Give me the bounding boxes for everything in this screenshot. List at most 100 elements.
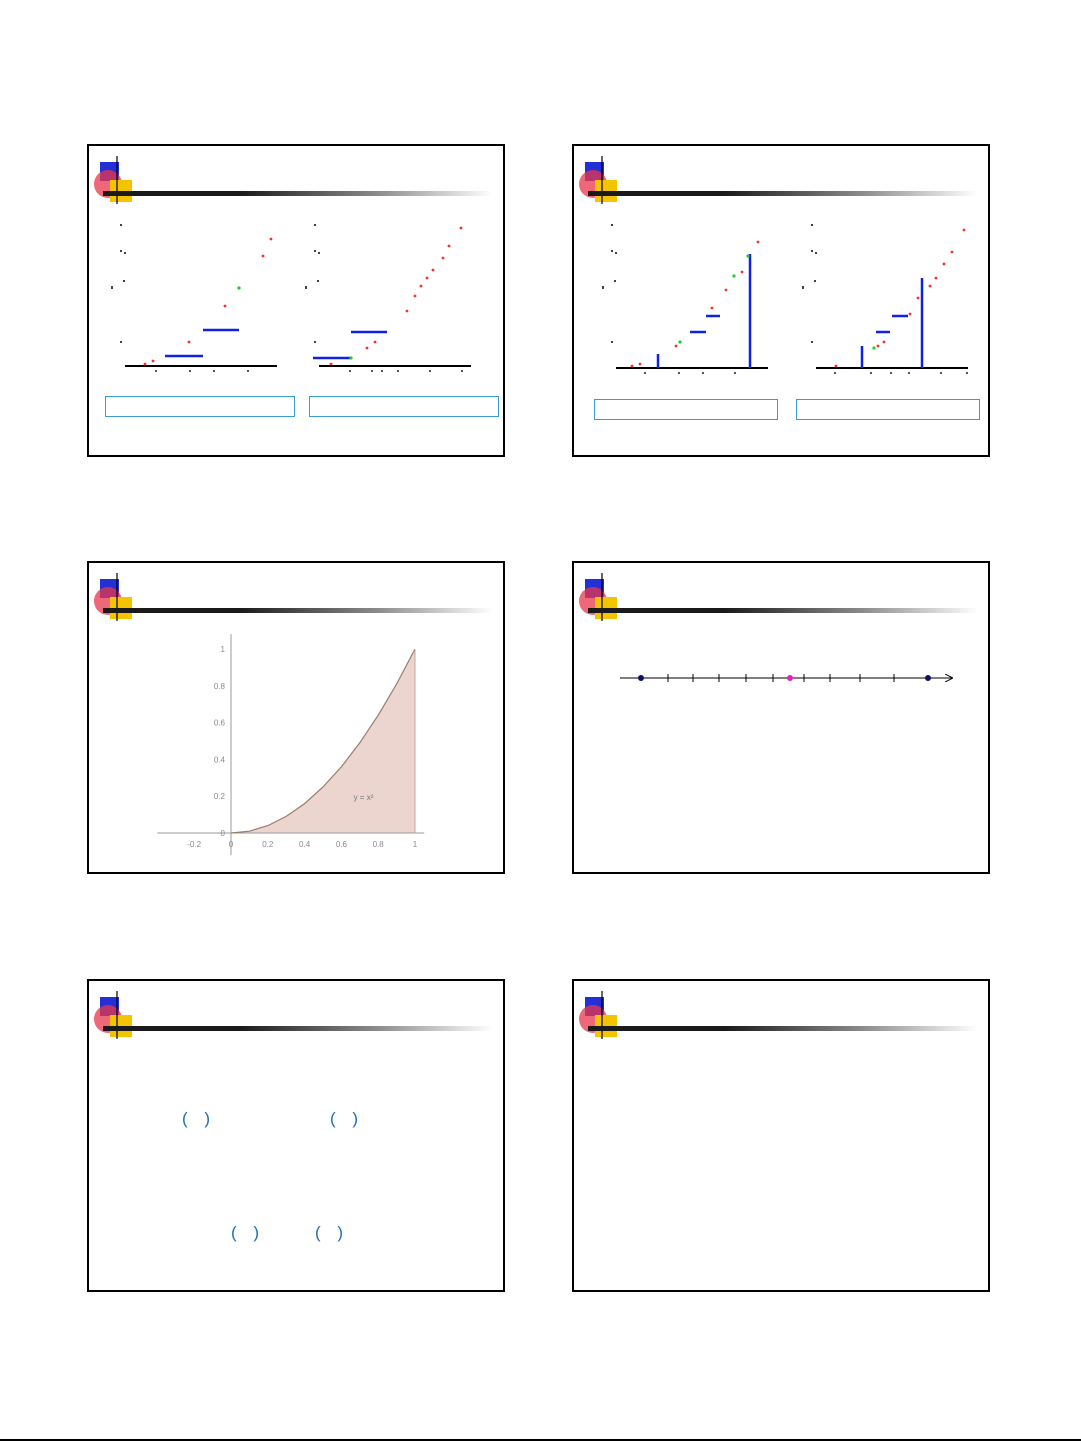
axis-mark — [611, 250, 613, 252]
y-tick-label: 0.8 — [214, 682, 226, 691]
green-point — [746, 254, 750, 258]
area-chart: -0.2 0 0.2 0.4 0.6 0.8 1 0 0.2 0.4 0.6 0.8 1 y = x² — [157, 634, 425, 856]
title-rule — [588, 191, 978, 196]
red-point — [740, 270, 744, 274]
paren-group-3: ( ) — [231, 1223, 266, 1242]
paren-group-1: ( ) — [182, 1109, 217, 1128]
green-point — [732, 274, 736, 278]
axis-mark — [814, 280, 816, 282]
caption-box-left — [594, 399, 778, 420]
red-point — [834, 364, 838, 368]
x-tick-mark — [870, 372, 872, 374]
axis-mark — [611, 224, 613, 226]
axis-mark — [614, 280, 616, 282]
red-point — [431, 268, 435, 272]
step-plot-pair — [111, 224, 471, 372]
x-tick-mark — [155, 370, 157, 372]
x-tick-mark — [349, 370, 351, 372]
axis-mark — [811, 250, 813, 252]
paren-group-2: ( ) — [330, 1109, 365, 1128]
red-point — [447, 244, 451, 248]
x-tick-mark — [429, 370, 431, 372]
slide-logo-icon — [579, 991, 617, 1039]
axis-mark — [602, 287, 604, 289]
red-point — [630, 364, 634, 368]
x-tick-mark — [189, 370, 191, 372]
slide-5: ( ) ( ) ( ) ( ) — [87, 979, 505, 1292]
red-point — [143, 362, 147, 366]
x-tick-mark — [734, 372, 736, 374]
x-tick-label: 0.8 — [373, 840, 385, 849]
red-point — [962, 228, 966, 232]
red-point — [441, 256, 445, 260]
red-point — [373, 340, 377, 344]
curve-line — [230, 648, 416, 834]
axis-mark — [802, 287, 804, 289]
title-rule — [588, 1026, 978, 1031]
x-tick-label: 0.6 — [336, 840, 348, 849]
red-point — [413, 294, 417, 298]
axis-mark — [314, 341, 316, 343]
x-tick-mark — [890, 372, 892, 374]
slide-2 — [572, 144, 990, 457]
red-point — [425, 276, 429, 280]
number-line — [620, 674, 990, 682]
red-point — [756, 240, 760, 244]
axis-mark — [120, 224, 122, 226]
axis-mark — [611, 341, 613, 343]
axis-mark — [120, 250, 122, 252]
x-tick-mark — [678, 372, 680, 374]
slide-1 — [87, 144, 505, 457]
red-point — [882, 340, 886, 344]
number-line-point-right — [925, 675, 931, 681]
axis-mark — [120, 341, 122, 343]
red-point — [405, 309, 409, 313]
y-tick-label: 0 — [221, 829, 226, 838]
caption-box-right — [309, 396, 499, 417]
red-point — [710, 306, 714, 310]
page-bottom-rule — [0, 1439, 1081, 1441]
red-point — [329, 362, 333, 366]
y-tick-label: 0.4 — [214, 755, 226, 764]
axis-mark — [815, 252, 817, 254]
x-tick-label: 0.2 — [262, 840, 274, 849]
x-tick-mark — [908, 372, 910, 374]
x-tick-mark — [213, 370, 215, 372]
x-tick-mark — [397, 370, 399, 372]
x-tick-mark — [702, 372, 704, 374]
y-tick-label: 0.2 — [214, 792, 226, 801]
title-rule — [588, 608, 978, 613]
axis-mark — [123, 280, 125, 282]
axis-mark — [314, 224, 316, 226]
slide-6 — [572, 979, 990, 1292]
axis-mark — [124, 252, 126, 254]
slide-logo-icon — [94, 991, 132, 1039]
green-point — [349, 356, 353, 360]
step-plot-pair — [602, 224, 968, 374]
axis-mark — [305, 287, 307, 289]
axis-mark — [317, 280, 319, 282]
curve-annotation: y = x² — [354, 793, 374, 802]
red-point — [942, 262, 946, 266]
red-point — [365, 346, 369, 350]
axis-mark — [811, 341, 813, 343]
red-point — [261, 254, 265, 258]
title-rule — [103, 191, 493, 196]
red-point — [151, 359, 155, 363]
x-tick-mark — [966, 372, 968, 374]
slide-4 — [572, 561, 990, 874]
title-rule — [103, 608, 493, 613]
green-point — [678, 340, 682, 344]
green-point — [872, 346, 876, 350]
x-tick-mark — [644, 372, 646, 374]
red-point — [934, 276, 938, 280]
y-tick-label: 1 — [221, 645, 226, 654]
axis-mark — [811, 224, 813, 226]
green-point — [237, 286, 241, 290]
caption-box-right — [796, 399, 980, 420]
axis-mark — [318, 252, 320, 254]
title-rule — [103, 1026, 493, 1031]
red-point — [928, 284, 932, 288]
x-tick-label: -0.2 — [187, 840, 201, 849]
red-point — [187, 340, 191, 344]
